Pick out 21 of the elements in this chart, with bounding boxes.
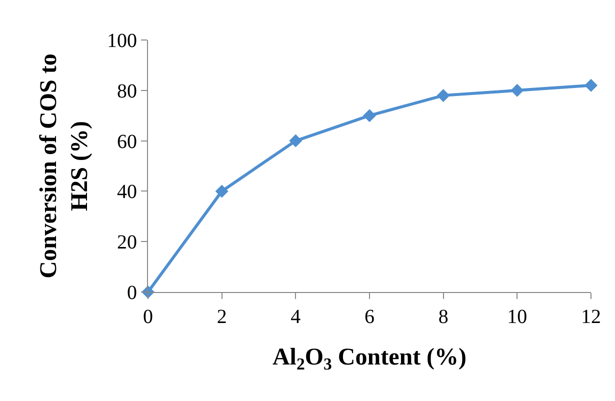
y-tick-label: 80 [117, 80, 137, 102]
x-tick-label: 4 [290, 306, 301, 328]
y-tick-label: 60 [117, 130, 137, 153]
point [215, 184, 228, 198]
x-tick-label: 8 [438, 306, 448, 328]
x-tick-label: 0 [143, 306, 153, 328]
x-tick-label: 12 [581, 306, 601, 328]
y-axis-title: Conversion of COS to H2S (%) [36, 54, 94, 278]
point [584, 78, 598, 92]
x-tick-label: 2 [216, 306, 227, 328]
y-tick-label: 40 [117, 181, 137, 204]
y-tick-label: 100 [107, 30, 137, 52]
point [510, 84, 524, 97]
point [289, 134, 302, 148]
y-tick-label: 0 [127, 282, 137, 304]
x-tick-label: 10 [507, 306, 528, 328]
x-axis-title: Al$_{2}$O$_{3}$ Content (%) [272, 344, 467, 374]
point [363, 109, 376, 122]
point [436, 88, 450, 102]
x-tick-label: 6 [364, 306, 374, 328]
y-tick-label: 20 [117, 232, 137, 254]
